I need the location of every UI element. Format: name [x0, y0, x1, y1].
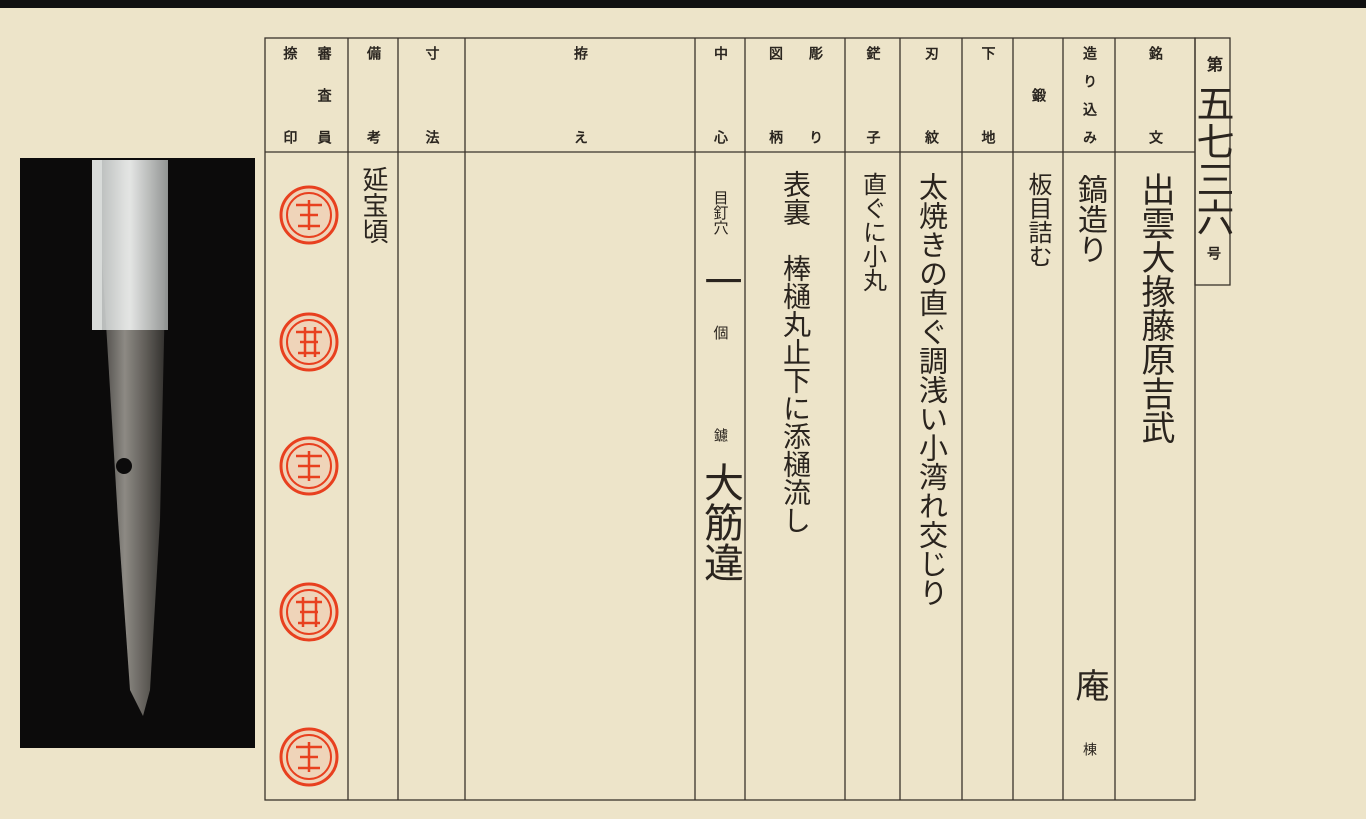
header-label: 銘文 [1147, 46, 1163, 144]
handwritten-entry: 一 [698, 262, 742, 300]
seals [279, 185, 339, 787]
header-label: 拵え [572, 46, 588, 144]
certificate-number: 五七三六 [1190, 84, 1234, 236]
header-label: 図柄 [767, 46, 783, 144]
table-lines [264, 37, 1231, 801]
header-label: 中心 [712, 46, 728, 144]
header-label: 刃紋 [923, 46, 939, 144]
header-cell: 造り込み [1063, 46, 1115, 144]
header-label: 鍛 [1030, 88, 1046, 102]
handwritten-entry: 表裏 棒樋丸止下に添樋流し [779, 170, 812, 534]
header-label: 備考 [365, 46, 381, 144]
header-cell: 審査員捺 印 [265, 46, 348, 144]
number-suffix: 号 [1205, 246, 1221, 260]
handwritten-entry: 個 [711, 325, 730, 340]
handwritten-entry: 鎬造り [1072, 174, 1107, 264]
top-bar [0, 0, 1366, 8]
header-cell: 彫り 図柄 [745, 46, 845, 144]
handwritten-entry: 直ぐに小丸 [858, 172, 887, 292]
handwritten-entry: 板目詰む [1024, 172, 1052, 268]
header-label: 審査員 [315, 46, 332, 144]
header-cell: 下地 [962, 46, 1013, 144]
handwritten-entry: 鑢 [712, 428, 728, 442]
header-cell: 拵え [465, 46, 695, 144]
header-label: 捺 印 [281, 46, 298, 144]
header-label: 造り込み [1081, 46, 1097, 144]
header-cell: 刃紋 [900, 46, 962, 144]
header-label: 彫り [807, 46, 823, 144]
handwritten-entry: 出雲大掾藤原吉武 [1135, 172, 1175, 444]
handwritten-entry: 延宝頃 [358, 166, 388, 244]
header-cell: 銘文 [1115, 46, 1195, 144]
header-cell: 鍛 [1013, 46, 1063, 144]
sword-photo [20, 158, 255, 748]
header-cell: 中心 [695, 46, 745, 144]
number-prefix: 第 [1204, 56, 1223, 72]
handwritten-entry: 棟 [1081, 742, 1097, 756]
header-cell: 備考 [348, 46, 398, 144]
handwritten-entry: 目釘穴 [711, 190, 730, 235]
header-label: 寸法 [423, 46, 440, 144]
header-cell: 寸法 [398, 46, 465, 144]
header-label: 鋩子 [864, 46, 881, 144]
header-cell: 鋩子 [845, 46, 900, 144]
handwritten-entry: 庵 [1069, 668, 1109, 702]
header-label: 下地 [979, 46, 996, 144]
handwritten-entry: 太焼きの直ぐ調浅い小湾れ交じり [914, 172, 949, 607]
handwritten-entry: 大筋違 [697, 462, 743, 582]
